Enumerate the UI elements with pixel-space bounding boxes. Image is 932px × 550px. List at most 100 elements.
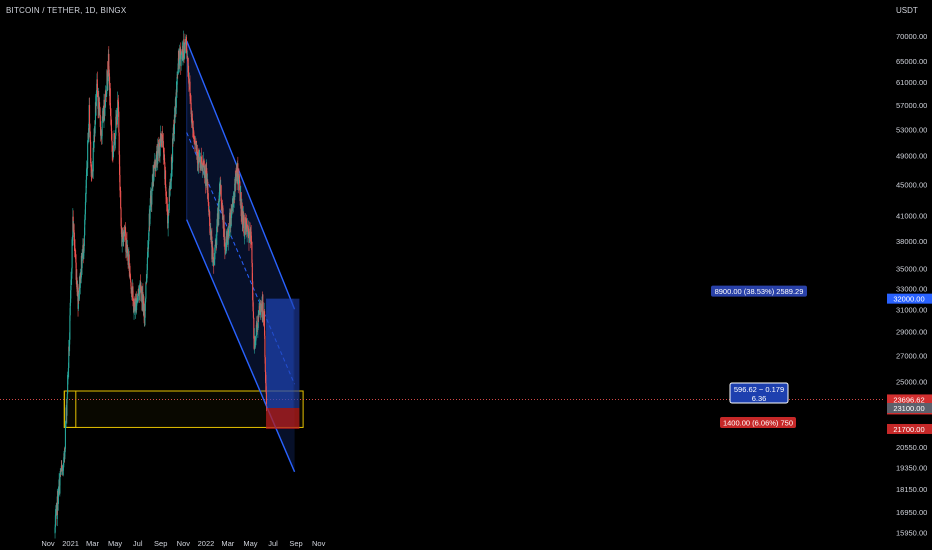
candle-body: [67, 368, 69, 374]
candle-body: [222, 206, 224, 209]
candle-body: [109, 76, 111, 96]
target-zone[interactable]: [266, 298, 300, 408]
candle-body: [149, 198, 151, 211]
candle-body: [118, 111, 120, 133]
time-tick-label: Jul: [268, 539, 278, 548]
candle-body: [61, 467, 63, 471]
candle-body: [166, 198, 168, 204]
time-tick-label: May: [108, 539, 122, 548]
support-zone-inner-box[interactable]: [63, 390, 77, 428]
candle-body: [106, 70, 108, 84]
candle-body: [140, 282, 142, 293]
candle-body: [172, 127, 174, 140]
candle-body: [136, 302, 138, 311]
candle-body: [230, 214, 233, 219]
candle-body: [209, 225, 211, 236]
candle-body: [59, 471, 61, 478]
candle-body: [170, 178, 172, 190]
candle-body: [120, 208, 122, 227]
candle-body: [106, 90, 108, 97]
candle-body: [177, 73, 179, 75]
candle-body: [82, 245, 84, 257]
candle-body: [223, 221, 225, 240]
candle-body: [206, 168, 208, 175]
candle-body: [60, 471, 62, 473]
candle-body: [230, 210, 232, 228]
candle-body: [117, 101, 120, 112]
candle-body: [83, 235, 85, 247]
candle-body: [54, 515, 56, 528]
stop-price-badge: 21700.00: [893, 425, 924, 434]
time-tick-label: Sep: [289, 539, 302, 548]
candle-body: [205, 177, 207, 186]
candle-body: [117, 99, 119, 102]
candle-body: [102, 111, 104, 121]
candle-body: [87, 140, 89, 168]
candle-body: [93, 134, 95, 148]
candle-body: [231, 204, 233, 206]
candle-body: [259, 303, 262, 315]
position-labels: 8900.00 (38.53%) 2589.29 596.62 − 0.1796.…: [711, 285, 807, 428]
candle-body: [251, 263, 253, 282]
candle-body: [155, 166, 157, 170]
candle-body: [212, 246, 214, 250]
candle-body: [123, 237, 125, 243]
candle-body: [165, 187, 167, 196]
symbol-title: BITCOIN / TETHER, 1D, BINGX: [6, 6, 127, 15]
candle-body: [84, 214, 86, 220]
candle-body: [189, 96, 191, 99]
candle-body: [133, 310, 135, 313]
candle-body: [140, 288, 142, 291]
channel-lower-line[interactable]: [186, 219, 296, 473]
candle-body: [213, 259, 216, 260]
candle-body: [95, 96, 97, 107]
candle-body: [224, 236, 226, 250]
candle-body: [216, 219, 218, 227]
candle-body: [238, 173, 240, 176]
candle-body: [175, 89, 177, 108]
candle-body: [111, 131, 113, 141]
stop-price-badge-bg: [887, 423, 932, 434]
candle-body: [196, 144, 198, 153]
candle-body: [64, 451, 66, 457]
candle-body: [110, 119, 112, 132]
candle-body: [137, 295, 139, 299]
candle-body: [96, 90, 98, 97]
candle-body: [230, 210, 232, 219]
candle-body: [143, 303, 145, 318]
candle-body: [62, 464, 64, 476]
channel-upper-line[interactable]: [186, 40, 296, 310]
candle-body: [194, 144, 196, 146]
candle-body: [251, 241, 253, 243]
candle-body: [253, 317, 255, 339]
candle-body: [109, 88, 111, 110]
candle-body: [63, 462, 65, 465]
candle-body: [108, 53, 110, 70]
candle-body: [145, 282, 147, 299]
candle-body: [111, 151, 114, 154]
candle-body: [55, 507, 57, 514]
candle-body: [69, 315, 71, 340]
candle-body: [86, 169, 88, 180]
candle-body: [138, 289, 140, 291]
candle-body: [143, 301, 145, 304]
time-tick-label: 2022: [198, 539, 215, 548]
candle-body: [189, 81, 191, 97]
axes[interactable]: 70000.00 65000.00 61000.00 57000.00 53000.00…: [41, 32, 932, 548]
long-position-tool[interactable]: [266, 298, 300, 429]
candle-body: [75, 262, 77, 280]
time-tick-label: May: [243, 539, 257, 548]
candle-body: [134, 298, 137, 312]
stop-zone[interactable]: [266, 408, 300, 429]
candle-body: [144, 298, 147, 304]
candle-body: [127, 255, 130, 265]
price-tick-label: 35000.00: [896, 265, 927, 274]
candle-body: [176, 73, 178, 77]
candle-body: [213, 259, 215, 265]
candle-body: [101, 116, 104, 122]
candle-body: [126, 240, 128, 254]
candle-body: [139, 286, 141, 295]
candle-body: [119, 154, 121, 176]
